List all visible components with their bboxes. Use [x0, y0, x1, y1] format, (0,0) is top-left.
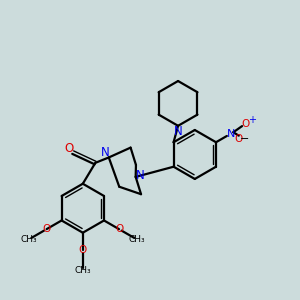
- Text: CH₃: CH₃: [128, 235, 145, 244]
- Text: O: O: [115, 224, 123, 234]
- Text: O: O: [43, 224, 51, 234]
- Text: N: N: [174, 125, 183, 138]
- Text: O: O: [234, 134, 242, 144]
- Text: N: N: [101, 146, 110, 159]
- Text: CH₃: CH₃: [74, 266, 91, 274]
- Text: CH₃: CH₃: [21, 235, 38, 244]
- Text: +: +: [248, 115, 256, 125]
- Text: O: O: [79, 245, 87, 255]
- Text: −: −: [239, 134, 249, 144]
- Text: N: N: [136, 169, 145, 182]
- Text: O: O: [241, 119, 249, 129]
- Text: N: N: [226, 129, 235, 139]
- Text: O: O: [64, 142, 74, 155]
